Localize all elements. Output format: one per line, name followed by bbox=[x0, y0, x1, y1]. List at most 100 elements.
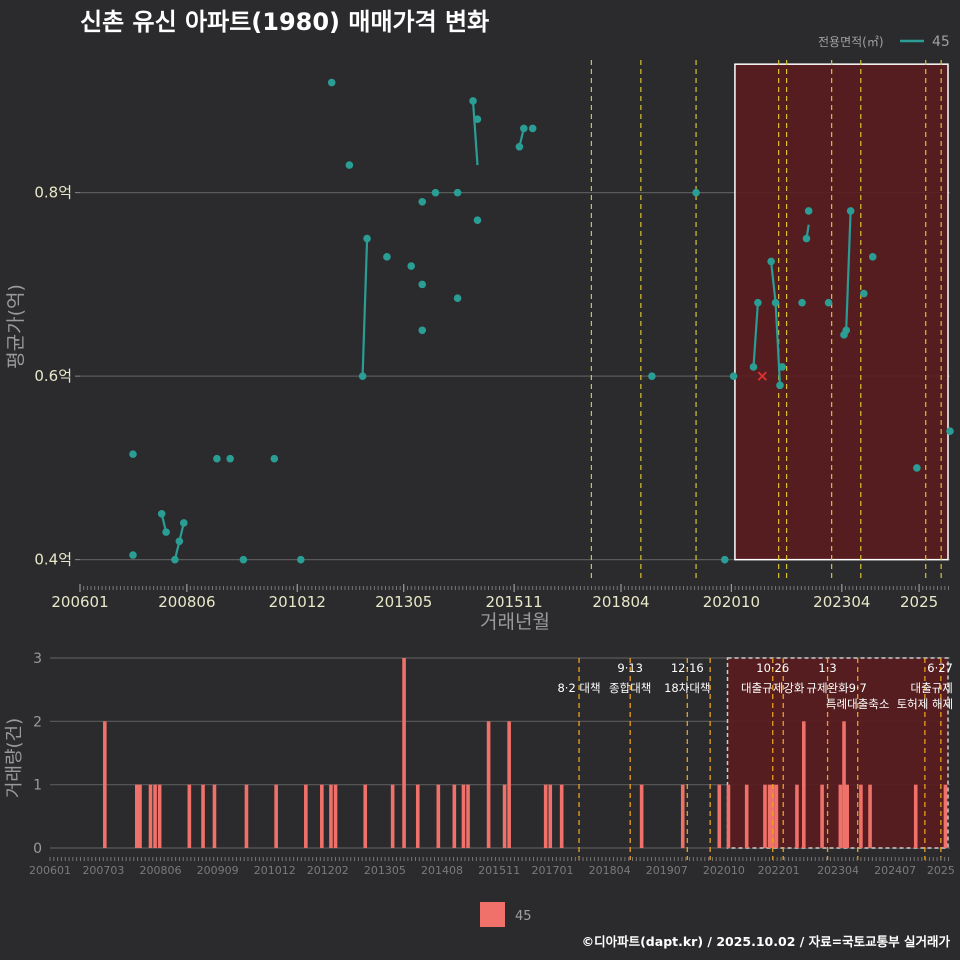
volume-bar bbox=[502, 784, 507, 848]
data-point bbox=[327, 78, 336, 87]
volume-bar bbox=[820, 784, 824, 848]
data-point bbox=[776, 381, 784, 390]
x-tick-label: 201907 bbox=[646, 864, 688, 877]
policy-annotation: 18차대책 bbox=[664, 681, 710, 695]
data-point bbox=[771, 298, 780, 307]
volume-bar bbox=[717, 784, 722, 848]
x-tick-label: 202010 bbox=[703, 864, 745, 877]
data-point bbox=[913, 464, 921, 472]
volume-bar bbox=[774, 784, 779, 848]
volume-bar bbox=[103, 721, 107, 848]
data-point bbox=[515, 142, 524, 151]
data-point bbox=[383, 253, 391, 261]
volume-bar bbox=[543, 784, 548, 848]
footer-credit: ©디아파트(dapt.kr) / 2025.10.02 / 자료=국토교통부 실… bbox=[582, 934, 951, 949]
volume-bar bbox=[507, 721, 511, 848]
volume-bar bbox=[461, 784, 466, 848]
x-tick-label: 200909 bbox=[197, 864, 239, 877]
data-point bbox=[469, 97, 477, 105]
series-line-segment bbox=[752, 302, 759, 368]
x-tick-label: 202201 bbox=[758, 864, 800, 877]
series-line-segment bbox=[845, 210, 852, 331]
volume-bar bbox=[135, 784, 139, 848]
volume-bar bbox=[845, 784, 850, 848]
data-point bbox=[358, 372, 367, 380]
volume-bar bbox=[402, 658, 406, 848]
data-point bbox=[453, 294, 462, 302]
volume-bar bbox=[802, 721, 806, 848]
volume-bar bbox=[333, 784, 338, 848]
policy-annotation: 9·13 bbox=[617, 661, 643, 675]
data-point bbox=[778, 363, 786, 371]
x-tick-label: 201012 bbox=[269, 593, 326, 611]
volume-bar bbox=[680, 784, 685, 848]
policy-annotation: 1·3 bbox=[818, 661, 836, 675]
x-tick-label: 201511 bbox=[478, 864, 520, 877]
volume-bar bbox=[486, 721, 491, 848]
data-point bbox=[798, 298, 806, 307]
volume-bar bbox=[770, 784, 775, 848]
series-line-segment bbox=[471, 100, 479, 166]
volume-bar bbox=[244, 784, 249, 848]
volume-bar bbox=[842, 721, 846, 848]
volume-bar bbox=[943, 784, 948, 848]
legend-bar-swatch bbox=[480, 902, 505, 927]
data-point bbox=[842, 326, 851, 335]
data-point bbox=[345, 161, 354, 169]
data-point bbox=[860, 289, 868, 298]
policy-annotation: 대출규제강화 bbox=[741, 681, 805, 695]
volume-bar bbox=[274, 784, 278, 848]
data-point bbox=[418, 326, 427, 335]
x-marker bbox=[757, 371, 767, 381]
volume-bar bbox=[859, 784, 863, 848]
y-tick-label: 0 bbox=[33, 841, 42, 857]
x-tick-label: 201408 bbox=[421, 864, 463, 877]
volume-bar bbox=[452, 784, 457, 848]
data-point bbox=[729, 372, 738, 380]
volume-bar bbox=[838, 784, 843, 848]
x-tick-label: 2025 bbox=[900, 593, 938, 611]
x-tick-label: 200601 bbox=[51, 593, 108, 611]
data-point bbox=[946, 427, 954, 435]
data-point bbox=[363, 234, 371, 243]
data-point bbox=[162, 528, 170, 536]
x-tick-label: 202304 bbox=[813, 593, 870, 611]
volume-bar bbox=[363, 784, 368, 848]
x-tick-label: 201804 bbox=[592, 593, 649, 611]
data-point bbox=[868, 253, 877, 261]
x-tick-label: 201012 bbox=[254, 864, 296, 877]
volume-bar bbox=[639, 784, 644, 848]
volume-bar bbox=[138, 784, 142, 848]
data-point bbox=[846, 207, 855, 215]
x-tick-label: 2025 bbox=[927, 864, 955, 877]
policy-annotation: 12·16 bbox=[671, 661, 704, 675]
x-tick-label: 200703 bbox=[82, 864, 124, 877]
volume-bar bbox=[436, 784, 441, 848]
volume-bar bbox=[415, 784, 420, 848]
data-point bbox=[520, 124, 528, 133]
volume-bar bbox=[763, 784, 767, 848]
policy-annotation: 10·26 bbox=[756, 661, 789, 675]
volume-bar bbox=[153, 784, 157, 848]
legend-series-label: 45 bbox=[932, 34, 950, 50]
data-point bbox=[157, 509, 166, 518]
price-panel: 0.4억 0.6억 0.8억 200601 200806 201012 201305 2015… bbox=[5, 60, 954, 633]
x-tick-label: 201511 bbox=[485, 593, 542, 611]
x-tick-label: 202407 bbox=[874, 864, 916, 877]
data-point bbox=[824, 298, 833, 307]
volume-bar bbox=[548, 784, 553, 848]
data-point bbox=[179, 519, 188, 527]
y-tick-label: 0.8억 bbox=[34, 184, 72, 202]
data-point bbox=[528, 124, 537, 133]
volume-bar bbox=[187, 784, 192, 848]
data-point bbox=[804, 207, 813, 215]
policy-annotation: 9·7 bbox=[849, 681, 867, 695]
x-tick-label: 200601 bbox=[29, 864, 71, 877]
volume-bar bbox=[726, 784, 731, 848]
x-tick-label: 200806 bbox=[158, 593, 215, 611]
volume-bar bbox=[390, 784, 395, 848]
data-point bbox=[749, 363, 758, 371]
policy-annotation: 대출규제 bbox=[911, 681, 953, 695]
